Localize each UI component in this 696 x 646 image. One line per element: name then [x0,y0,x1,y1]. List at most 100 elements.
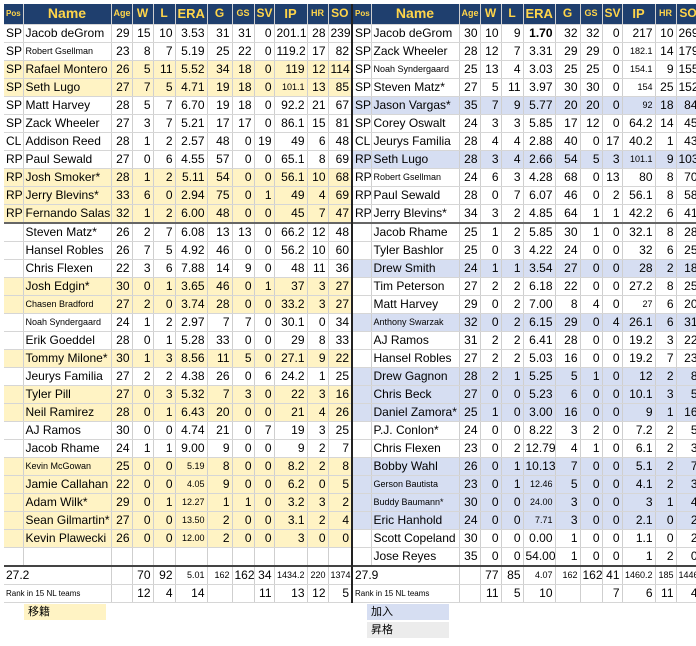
cell-gs: 5 [232,349,255,368]
cell-so: 4 [676,493,696,512]
cell-name: Rafael Montero [23,60,112,79]
cell-so: 48 [328,132,353,151]
cell-hr: 28 [307,24,329,43]
cell-sv: 0 [602,439,623,458]
cell-era: 12.79 [523,439,556,458]
cell-g: 21 [207,421,233,440]
cell-g: 30 [555,78,581,97]
cell-ip: 49 [274,132,308,151]
cell-w: 6 [132,186,154,205]
total-value: 220 [307,564,329,585]
rank-value: 4 [153,584,176,603]
cell-era: 3.65 [175,277,208,296]
cell-era: 24.00 [523,493,556,512]
cell-w: 5 [132,96,154,115]
cell-era: 5.25 [523,367,556,386]
cell-l: 6 [153,150,176,169]
cell-ip: 182.1 [622,42,656,61]
cell-name: Jerry Blevins* [371,204,460,223]
cell-sv: 17 [602,132,623,151]
cell-age: 28 [111,168,133,187]
cell-g: 25 [207,42,233,61]
cell-ip: 32 [622,241,656,260]
cell-pos: SP [4,42,24,61]
cell-pos [4,277,24,296]
header-pos-left: Pos [4,4,24,25]
cell-g: 57 [207,150,233,169]
cell-pos: SP [4,96,24,115]
cell-w: 0 [132,150,154,169]
cell-so: 0 [328,529,353,548]
cell-era: 3.00 [523,403,556,422]
cell-so: 58 [676,186,696,205]
rank-value: 11 [480,584,502,603]
cell-age: 28 [111,96,133,115]
cell-l: 2 [501,349,524,368]
cell-gs: 0 [580,277,603,296]
cell-sv: 0 [602,421,623,440]
cell-l: 0 [501,529,524,548]
cell-pos [352,421,372,440]
cell-age: 23 [111,42,133,61]
header-gs-left: GS [232,4,255,25]
cell-w: 2 [480,367,502,386]
cell-g: 48 [207,204,233,223]
cell-pos: RP [352,186,372,205]
cell-gs: 0 [232,511,255,530]
total-value: 162 [580,564,603,585]
table-body: SP Jacob deGrom 29 15 10 3.53 31 31 0 201.1 28 239 S… [4,24,696,603]
cell-hr: 8 [307,150,329,169]
cell-name: Noah Syndergaard [23,313,112,332]
cell-era: 10.13 [523,457,556,476]
cell-sv: 0 [254,295,275,314]
table-row: Hansel Robles 26 7 5 4.92 46 0 0 56.2 10 60 Tyler B… [4,241,696,260]
cell-w: 4 [480,132,502,151]
cell-so: 16 [676,403,696,422]
cell-hr: 1 [307,367,329,386]
cell-hr: 0 [307,313,329,332]
cell-ip: 4.1 [622,475,656,494]
cell-era: 2.57 [175,132,208,151]
cell-so: 8 [676,367,696,386]
cell-sv: 4 [602,313,623,332]
cell-era: 6.07 [523,186,556,205]
cell-hr: 8 [655,221,677,242]
cell-age: 22 [111,259,133,278]
cell-g: 46 [207,277,233,296]
cell-sv: 0 [602,96,623,115]
cell-so: 3 [676,475,696,494]
cell-gs: 3 [232,385,255,404]
cell-gs: 0 [580,385,603,404]
cell-ip: 217 [622,24,656,43]
rank-value: 12 [307,584,329,603]
cell-ip: 10.1 [622,385,656,404]
cell-pos [4,493,24,512]
cell-ip: 26.1 [622,313,656,332]
cell-l: 1 [153,331,176,350]
cell-gs: 0 [232,403,255,422]
cell-l: 0 [153,186,176,205]
cell-g: 75 [207,186,233,205]
cell-age: 28 [459,132,481,151]
table-row: Noah Syndergaard 24 1 2 2.97 7 7 0 30.1 0 34 Anthon… [4,313,696,332]
cell-name: Addison Reed [23,132,112,151]
cell-hr: 9 [655,150,677,169]
cell-w: 6 [480,168,502,187]
cell-hr: 0 [655,529,677,548]
cell-pos [4,241,24,260]
cell-era: 4.38 [175,367,208,386]
cell-w: 0 [480,547,502,566]
cell-sv: 0 [602,60,623,79]
rank-value: 13 [274,584,308,603]
cell-sv: 0 [602,349,623,368]
cell-l: 2 [153,132,176,151]
total-value: 162 [555,564,581,585]
cell-sv: 0 [602,78,623,97]
cell-pos [4,313,24,332]
cell-age: 28 [111,132,133,151]
cell-l: 0 [153,295,176,314]
cell-ip: 119 [274,60,308,79]
cell-ip: 3.2 [274,493,308,512]
cell-name: Fernando Salas [23,204,112,223]
cell-era: 3.74 [175,295,208,314]
